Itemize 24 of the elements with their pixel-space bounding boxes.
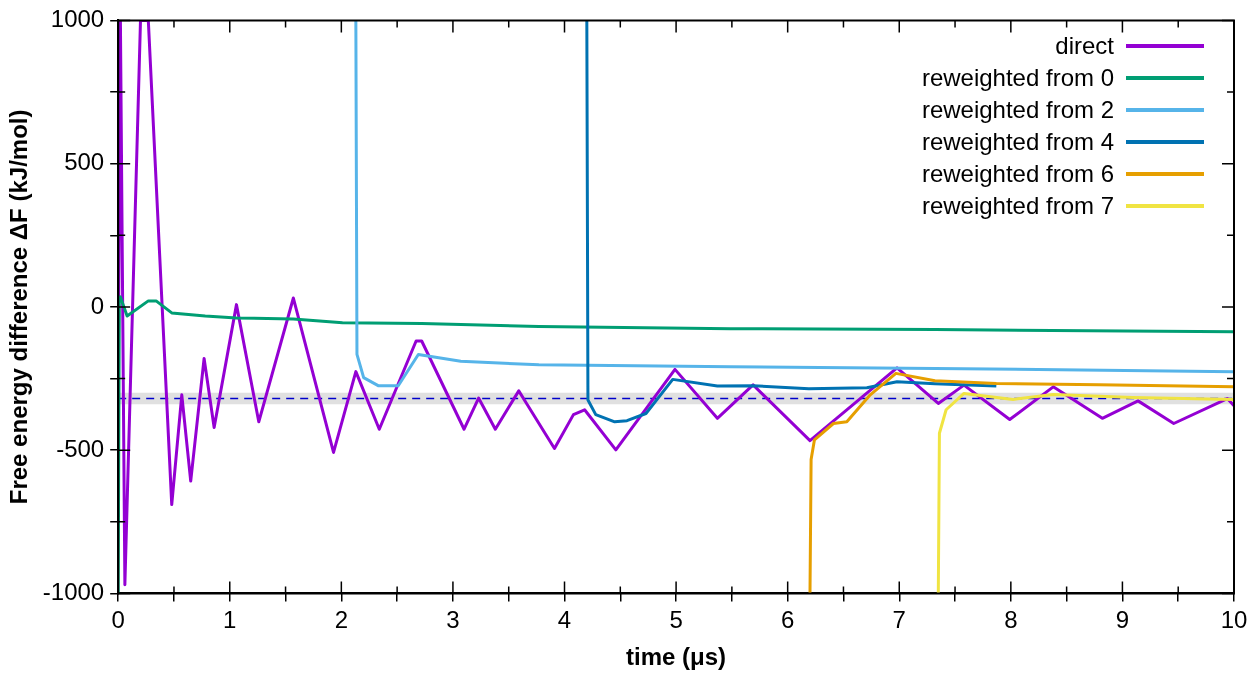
- x-axis-title: time (μs): [626, 643, 727, 671]
- y-tick-label: 0: [90, 291, 105, 319]
- x-tick-label: 0: [111, 606, 125, 634]
- y-tick-label: -500: [56, 434, 105, 462]
- y-axis-title: Free energy difference ΔF (kJ/mol): [5, 109, 33, 505]
- x-tick-label: 5: [669, 606, 683, 634]
- y-tick-label: 1000: [50, 5, 105, 33]
- legend-label: reweighted from 4: [921, 128, 1114, 157]
- x-tick-label: 3: [446, 606, 460, 634]
- legend-label: reweighted from 7: [921, 192, 1114, 221]
- x-tick-label: 7: [892, 606, 906, 634]
- x-tick-label: 1: [223, 606, 237, 634]
- x-tick-label: 2: [334, 606, 349, 634]
- legend-label: direct: [1055, 32, 1114, 61]
- x-tick-label: 10: [1220, 606, 1248, 634]
- x-tick-label: 9: [1115, 606, 1130, 634]
- legend-label: reweighted from 2: [921, 96, 1114, 125]
- legend-label: reweighted from 0: [921, 64, 1114, 93]
- y-tick-label: 500: [64, 148, 105, 176]
- x-tick-label: 6: [780, 606, 795, 634]
- legend-label: reweighted from 6: [921, 160, 1114, 189]
- y-tick-label: -1000: [42, 578, 105, 606]
- x-tick-label: 8: [1004, 606, 1018, 634]
- x-tick-label: 4: [557, 606, 572, 634]
